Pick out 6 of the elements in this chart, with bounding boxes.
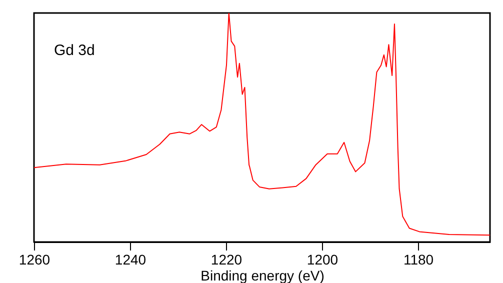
x-tick-label: 1220 [210, 252, 242, 268]
x-tick-label: 1260 [18, 252, 50, 268]
x-tick-label: 1200 [306, 252, 338, 268]
annotation: Gd 3d [54, 42, 95, 59]
x-tick-label: 1180 [403, 252, 434, 268]
x-tick-label: 1240 [114, 252, 146, 268]
